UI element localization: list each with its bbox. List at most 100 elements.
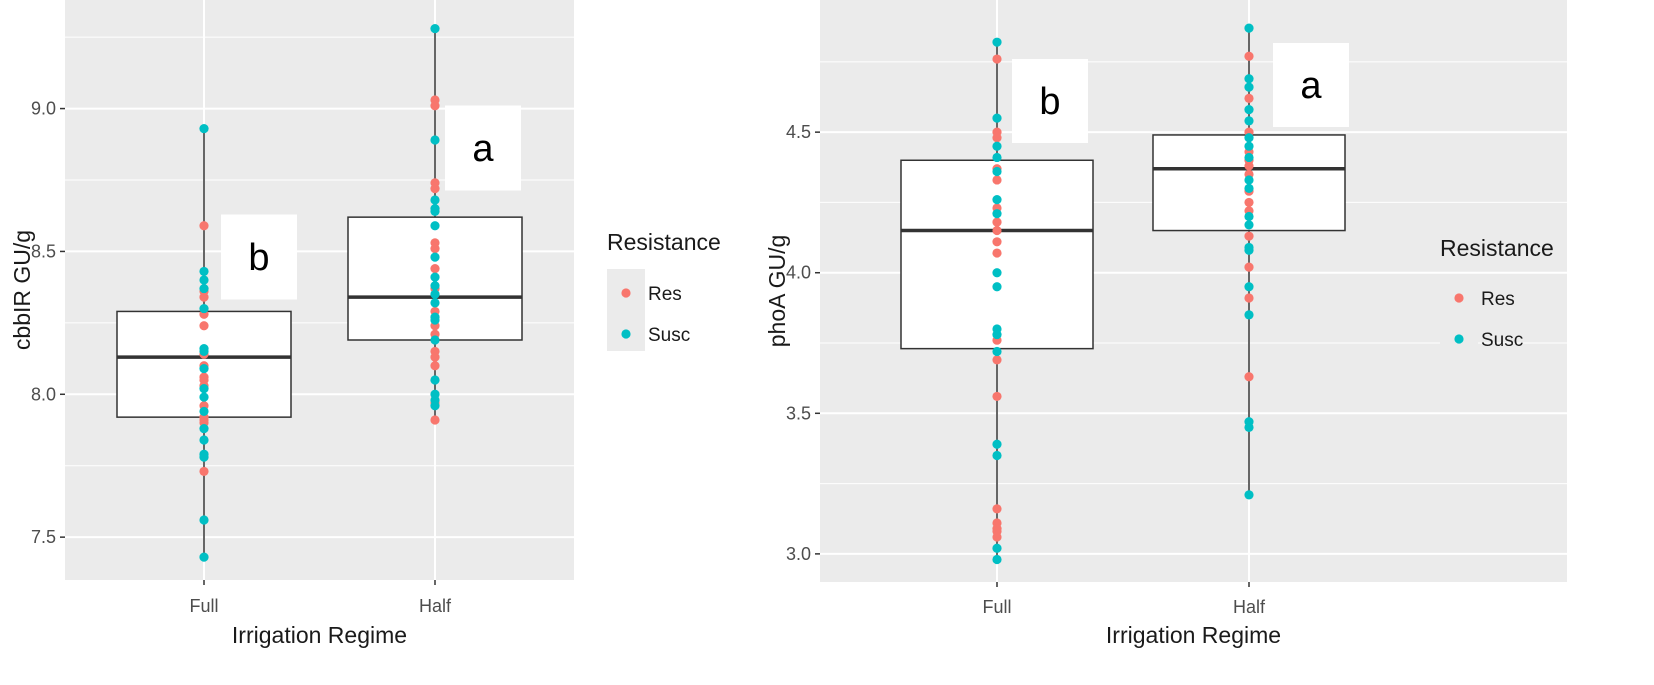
legend-label-res: Res bbox=[1481, 289, 1515, 310]
legend-title: Resistance bbox=[1440, 235, 1554, 261]
data-point-susc bbox=[992, 439, 1002, 449]
data-point-res bbox=[992, 225, 1002, 236]
data-point-susc bbox=[1244, 175, 1254, 185]
data-point-susc bbox=[1244, 422, 1254, 432]
data-point-res bbox=[992, 217, 1002, 227]
data-point-res bbox=[199, 292, 209, 302]
legend-key-res bbox=[1454, 293, 1464, 303]
y-tick-label: 8.0 bbox=[31, 384, 56, 404]
data-point-susc bbox=[1244, 310, 1254, 320]
data-point-res bbox=[430, 352, 440, 362]
y-axis-title: phoA GU/g bbox=[764, 235, 790, 348]
data-point-susc bbox=[992, 209, 1002, 219]
data-point-susc bbox=[430, 272, 440, 282]
data-point-susc bbox=[199, 392, 209, 402]
x-tick-label: Half bbox=[1233, 597, 1266, 617]
legend-key-res bbox=[621, 288, 631, 298]
data-point-susc bbox=[199, 406, 209, 417]
data-point-susc bbox=[992, 268, 1002, 278]
data-point-susc bbox=[199, 275, 209, 285]
data-point-susc bbox=[992, 346, 1002, 357]
y-tick-label: 7.5 bbox=[31, 527, 56, 547]
data-point-susc bbox=[430, 298, 440, 308]
data-point-susc bbox=[199, 515, 209, 525]
legend-key-susc bbox=[621, 329, 631, 339]
data-point-susc bbox=[199, 383, 209, 394]
significance-letter: a bbox=[472, 128, 494, 170]
data-point-res bbox=[992, 391, 1002, 402]
chart-1: 7.5 8.0 8.5 9.0 Full Half b a Irrigation Regime c… bbox=[9, 0, 721, 648]
data-point-susc bbox=[992, 141, 1002, 151]
data-point-res bbox=[199, 466, 209, 477]
legend-label-susc: Susc bbox=[1481, 330, 1523, 351]
data-point-susc bbox=[430, 221, 440, 231]
data-point-susc bbox=[430, 281, 440, 291]
data-point-susc bbox=[430, 335, 440, 345]
y-axis-title: cbbIR GU/g bbox=[9, 230, 35, 350]
data-point-res bbox=[992, 133, 1002, 143]
data-point-res bbox=[1244, 161, 1254, 171]
x-tick-label: Full bbox=[982, 597, 1011, 617]
significance-letter: b bbox=[248, 237, 269, 279]
data-point-susc bbox=[992, 152, 1002, 163]
chart-2: 3.0 3.5 4.0 4.5 Full Half b a Irrigation Regime p… bbox=[764, 0, 1567, 648]
legend-key-susc bbox=[1454, 334, 1464, 344]
legend-label-susc: Susc bbox=[648, 325, 690, 346]
data-point-susc bbox=[430, 135, 440, 145]
data-point-susc bbox=[1244, 82, 1254, 92]
data-point-susc bbox=[430, 206, 440, 217]
data-point-susc bbox=[430, 23, 440, 34]
y-tick-label: 4.5 bbox=[786, 122, 811, 142]
data-point-susc bbox=[1244, 183, 1254, 193]
data-point-res bbox=[430, 415, 440, 425]
data-point-susc bbox=[430, 195, 440, 205]
y-tick-label: 3.5 bbox=[786, 403, 811, 423]
y-tick-label: 3.0 bbox=[786, 544, 811, 564]
data-point-res bbox=[430, 263, 440, 274]
significance-box bbox=[221, 214, 297, 300]
data-point-susc bbox=[1244, 116, 1254, 126]
data-point-susc bbox=[992, 554, 1002, 565]
x-axis-title: Irrigation Regime bbox=[232, 622, 407, 648]
data-point-res bbox=[1244, 231, 1254, 241]
x-tick-label: Half bbox=[419, 596, 452, 616]
significance-box bbox=[445, 105, 521, 191]
data-point-susc bbox=[430, 375, 440, 385]
data-point-susc bbox=[199, 283, 209, 294]
data-point-susc bbox=[992, 113, 1002, 123]
data-point-res bbox=[1244, 51, 1254, 61]
data-point-susc bbox=[1244, 220, 1254, 230]
y-tick-label: 9.0 bbox=[31, 99, 56, 119]
data-point-res bbox=[430, 243, 440, 254]
data-point-susc bbox=[992, 166, 1002, 177]
data-point-res bbox=[1244, 372, 1254, 382]
significance-letter: a bbox=[1300, 65, 1322, 107]
data-point-susc bbox=[199, 123, 209, 134]
data-point-susc bbox=[992, 282, 1002, 292]
legend-label-res: Res bbox=[648, 284, 682, 305]
data-point-res bbox=[430, 361, 440, 371]
data-point-res bbox=[992, 504, 1002, 514]
data-point-susc bbox=[1244, 211, 1254, 222]
significance-box bbox=[1273, 43, 1349, 127]
legend-key-background bbox=[607, 269, 645, 351]
data-point-susc bbox=[1244, 282, 1254, 292]
data-point-res bbox=[992, 237, 1002, 247]
x-tick-label: Full bbox=[189, 596, 218, 616]
data-point-susc bbox=[199, 266, 209, 277]
data-point-susc bbox=[992, 195, 1002, 205]
data-point-susc bbox=[992, 543, 1002, 553]
data-point-susc bbox=[1244, 490, 1254, 500]
data-point-res bbox=[199, 321, 209, 331]
data-point-res bbox=[430, 101, 440, 111]
data-point-res bbox=[992, 175, 1002, 185]
data-point-susc bbox=[1244, 245, 1254, 255]
data-point-res bbox=[1244, 262, 1254, 272]
data-point-res bbox=[992, 248, 1002, 258]
significance-box bbox=[1012, 59, 1088, 143]
data-point-susc bbox=[199, 363, 209, 374]
data-point-susc bbox=[430, 252, 440, 262]
data-point-susc bbox=[992, 37, 1002, 47]
data-point-susc bbox=[992, 450, 1002, 461]
